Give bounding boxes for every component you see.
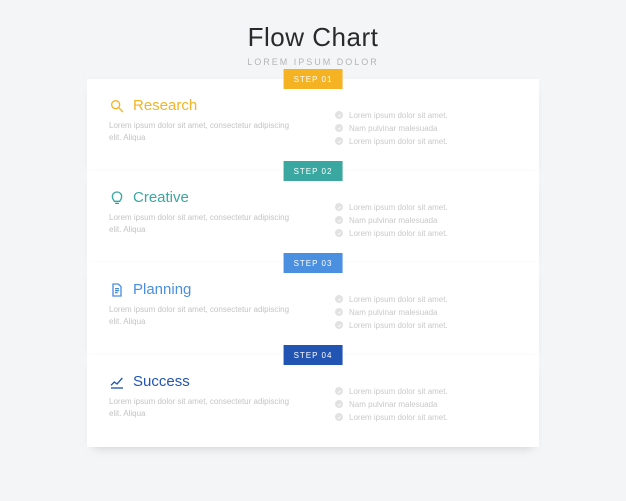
step-bullets-1: Lorem ipsum dolor sit amet. Nam pulvinar… xyxy=(313,79,539,171)
bullet-item: Lorem ipsum dolor sit amet. xyxy=(335,413,521,422)
check-icon xyxy=(335,203,343,211)
bullet-text: Nam pulvinar malesuada xyxy=(349,124,438,133)
header: Flow Chart LOREM IPSUM DOLOR xyxy=(247,22,379,67)
step-tag-3: STEP 03 xyxy=(284,253,343,273)
bullet-item: Lorem ipsum dolor sit amet. xyxy=(335,111,521,120)
step-desc-4: Lorem ipsum dolor sit amet, consectetur … xyxy=(109,396,299,420)
check-icon xyxy=(335,413,343,421)
step-card-2: STEP 02 Creative Lorem ipsum dolor sit a… xyxy=(87,171,539,263)
check-icon xyxy=(335,400,343,408)
check-icon xyxy=(335,321,343,329)
step-card-4: STEP 04 Success Lorem ipsum dolor sit am… xyxy=(87,355,539,447)
bullet-text: Lorem ipsum dolor sit amet. xyxy=(349,203,448,212)
step-bullets-2: Lorem ipsum dolor sit amet. Nam pulvinar… xyxy=(313,171,539,263)
bullet-text: Lorem ipsum dolor sit amet. xyxy=(349,111,448,120)
document-icon xyxy=(109,282,125,298)
step-card-3: STEP 03 Planning Lorem ipsum dolor sit a… xyxy=(87,263,539,355)
check-icon xyxy=(335,295,343,303)
bullet-text: Lorem ipsum dolor sit amet. xyxy=(349,229,448,238)
bullet-text: Lorem ipsum dolor sit amet. xyxy=(349,295,448,304)
bullet-item: Lorem ipsum dolor sit amet. xyxy=(335,203,521,212)
step-desc-2: Lorem ipsum dolor sit amet, consectetur … xyxy=(109,212,299,236)
bullet-text: Nam pulvinar malesuada xyxy=(349,400,438,409)
bullet-item: Lorem ipsum dolor sit amet. xyxy=(335,321,521,330)
bullet-text: Nam pulvinar malesuada xyxy=(349,216,438,225)
step-title-2: Creative xyxy=(133,189,189,206)
step-card-1: STEP 01 Research Lorem ipsum dolor sit a… xyxy=(87,79,539,171)
step-desc-3: Lorem ipsum dolor sit amet, consectetur … xyxy=(109,304,299,328)
bullet-text: Lorem ipsum dolor sit amet. xyxy=(349,387,448,396)
step-tag-2: STEP 02 xyxy=(284,161,343,181)
bullet-item: Nam pulvinar malesuada xyxy=(335,308,521,317)
bulb-icon xyxy=(109,190,125,206)
step-left-2: Creative Lorem ipsum dolor sit amet, con… xyxy=(87,171,313,263)
bullet-text: Lorem ipsum dolor sit amet. xyxy=(349,321,448,330)
check-icon xyxy=(335,111,343,119)
bullet-item: Nam pulvinar malesuada xyxy=(335,216,521,225)
bullet-item: Lorem ipsum dolor sit amet. xyxy=(335,229,521,238)
check-icon xyxy=(335,124,343,132)
chart-icon xyxy=(109,374,125,390)
check-icon xyxy=(335,137,343,145)
bullet-item: Nam pulvinar malesuada xyxy=(335,400,521,409)
step-bullets-3: Lorem ipsum dolor sit amet. Nam pulvinar… xyxy=(313,263,539,355)
step-title-4: Success xyxy=(133,373,190,390)
bullet-text: Lorem ipsum dolor sit amet. xyxy=(349,137,448,146)
check-icon xyxy=(335,308,343,316)
step-desc-1: Lorem ipsum dolor sit amet, consectetur … xyxy=(109,120,299,144)
bullet-text: Lorem ipsum dolor sit amet. xyxy=(349,413,448,422)
step-tag-1: STEP 01 xyxy=(284,69,343,89)
bullet-item: Lorem ipsum dolor sit amet. xyxy=(335,387,521,396)
step-bullets-4: Lorem ipsum dolor sit amet. Nam pulvinar… xyxy=(313,355,539,447)
bullet-item: Nam pulvinar malesuada xyxy=(335,124,521,133)
flow-cards: STEP 01 Research Lorem ipsum dolor sit a… xyxy=(87,79,539,447)
bullet-text: Nam pulvinar malesuada xyxy=(349,308,438,317)
check-icon xyxy=(335,229,343,237)
step-title-3: Planning xyxy=(133,281,191,298)
bullet-item: Lorem ipsum dolor sit amet. xyxy=(335,137,521,146)
step-tag-4: STEP 04 xyxy=(284,345,343,365)
bullet-item: Lorem ipsum dolor sit amet. xyxy=(335,295,521,304)
page-title: Flow Chart xyxy=(247,22,379,53)
search-icon xyxy=(109,98,125,114)
check-icon xyxy=(335,216,343,224)
step-left-1: Research Lorem ipsum dolor sit amet, con… xyxy=(87,79,313,171)
step-title-1: Research xyxy=(133,97,197,114)
step-left-4: Success Lorem ipsum dolor sit amet, cons… xyxy=(87,355,313,447)
page-subtitle: LOREM IPSUM DOLOR xyxy=(247,57,379,67)
step-left-3: Planning Lorem ipsum dolor sit amet, con… xyxy=(87,263,313,355)
check-icon xyxy=(335,387,343,395)
